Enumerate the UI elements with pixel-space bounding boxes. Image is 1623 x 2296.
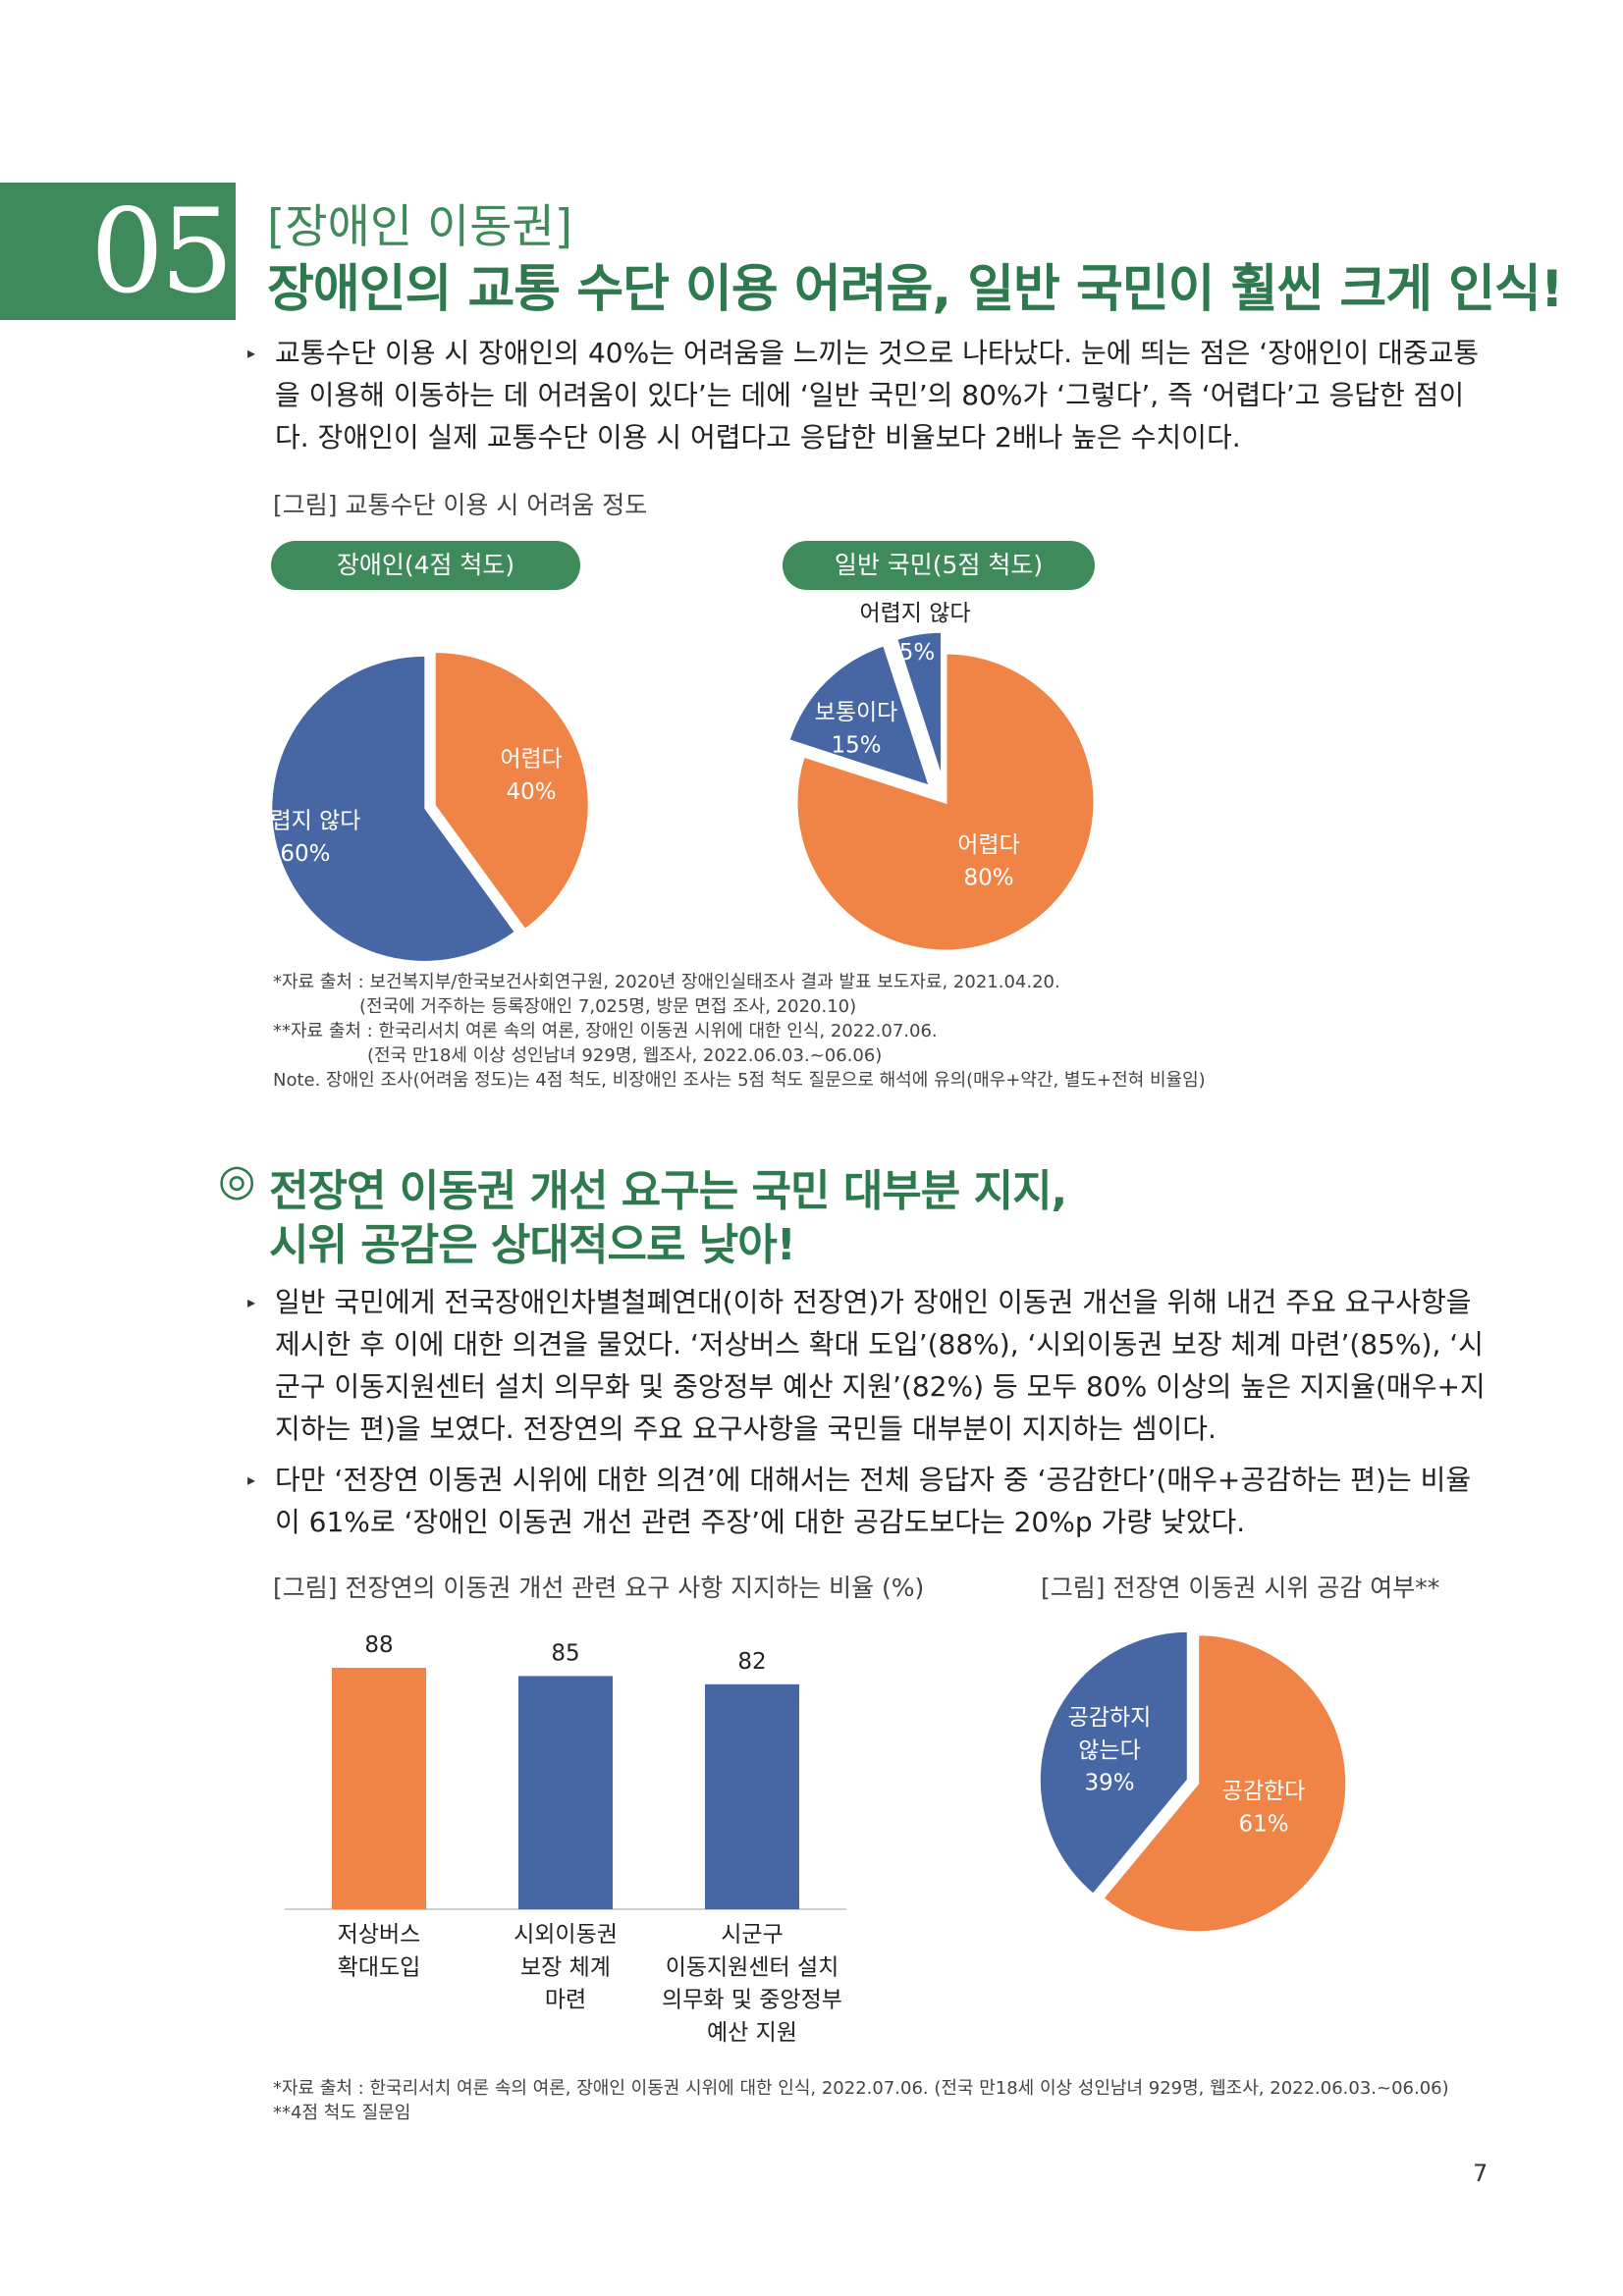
bullet-icon: ▸ bbox=[247, 344, 256, 362]
page-number: 7 bbox=[1473, 2160, 1488, 2187]
source-note-5: Note. 장애인 조사(어려움 정도)는 4점 척도, 비장애인 조사는 5점… bbox=[273, 1070, 1206, 1091]
pie-chart-protest-sympathy: 공감한다 61% 공감하지 않는다 39% bbox=[1037, 1629, 1349, 1935]
pie-slice-label: 어렵지 않다 bbox=[859, 601, 970, 626]
pie-slice-label: 보통이다 15% bbox=[815, 700, 898, 758]
bar-category-label: 시외이동권 보장 체계 마련 bbox=[514, 1922, 618, 2013]
source-note-1: *자료 출처 : 보건복지부/한국보건사회연구원, 2020년 장애인실태조사 … bbox=[273, 972, 1060, 992]
bar bbox=[332, 1668, 426, 1909]
source-note-6: *자료 출처 : 한국리서치 여론 속의 여론, 장애인 이동권 시위에 대한 … bbox=[273, 2078, 1449, 2099]
figure1-caption: [그림] 교통수단 이용 시 어려움 정도 bbox=[273, 491, 648, 519]
bullet-icon: ▸ bbox=[247, 1470, 256, 1489]
source-note-3: **자료 출처 : 한국리서치 여론 속의 여론, 장애인 이동권 시위에 대한… bbox=[273, 1021, 938, 1041]
source-note-2: (전국에 거주하는 등록장애인 7,025명, 방문 면접 조사, 2020.1… bbox=[359, 996, 857, 1017]
pie-slice bbox=[1100, 1632, 1349, 1935]
pie-slice-label: 5% bbox=[899, 640, 936, 666]
pill-disabled-scale: 장애인(4점 척도) bbox=[271, 541, 580, 590]
pie-chart-general: 어렵다 80% 보통이다 15% 어렵지 않다 5% bbox=[785, 601, 1097, 953]
figure2-caption-right: [그림] 전장연 이동권 시위 공감 여부** bbox=[1041, 1574, 1440, 1602]
section2-mark: ◎ bbox=[218, 1155, 255, 1205]
pie-slice-label: 어렵지 않다 60% bbox=[249, 809, 360, 867]
paragraph-demands-text: 일반 국민에게 전국장애인차별철폐연대(이하 전장연)가 장애인 이동권 개선을… bbox=[275, 1286, 1486, 1445]
paragraph-protest: ▸ 다만 ‘전장연 이동권 시위에 대한 의견’에 대해서는 전체 응답자 중 … bbox=[247, 1459, 1488, 1543]
paragraph-protest-text: 다만 ‘전장연 이동권 시위에 대한 의견’에 대해서는 전체 응답자 중 ‘공… bbox=[275, 1464, 1472, 1538]
pie-slice bbox=[272, 656, 514, 961]
pill-general-scale: 일반 국민(5점 척도) bbox=[783, 541, 1095, 590]
pie-slice-label: 공감하지 않는다 39% bbox=[1068, 1705, 1152, 1796]
bar-value-label: 82 bbox=[737, 1649, 766, 1675]
bar-value-label: 85 bbox=[551, 1640, 579, 1666]
pie-slice bbox=[794, 651, 1097, 953]
section2-title-line1: 전장연 이동권 개선 요구는 국민 대부분 지지, bbox=[269, 1166, 1067, 1216]
pie-chart-disabled: 어렵다 40% 어렵지 않다 60% bbox=[249, 653, 588, 961]
section2-title-line2: 시위 공감은 상대적으로 낮아! bbox=[269, 1220, 796, 1270]
figure2-caption-left: [그림] 전장연의 이동권 개선 관련 요구 사항 지지하는 비율 (%) bbox=[273, 1574, 925, 1602]
pie-slice-label: 어렵다 80% bbox=[957, 832, 1019, 890]
paragraph-intro-text: 교통수단 이용 시 장애인의 40%는 어려움을 느끼는 것으로 나타났다. 눈… bbox=[275, 337, 1480, 454]
section-title: 장애인의 교통 수단 이용 어려움, 일반 국민이 훨씬 크게 인식! bbox=[267, 260, 1564, 319]
pie-slice-label: 어렵다 40% bbox=[500, 746, 562, 804]
bar-category-label: 시군구 이동지원센터 설치 의무화 및 중앙정부 예산 지원 bbox=[662, 1922, 842, 2046]
bar bbox=[518, 1676, 613, 1909]
paragraph-demands: ▸ 일반 국민에게 전국장애인차별철폐연대(이하 전장연)가 장애인 이동권 개… bbox=[247, 1281, 1488, 1450]
bar bbox=[705, 1683, 799, 1909]
bar-chart-demands: 88 저상버스 확대도입 85 시외이동권 보장 체계 마련 82 시군구 이동지원센터 설치 의무… bbox=[285, 1632, 846, 2046]
bar-category-label: 저상버스 확대도입 bbox=[338, 1922, 421, 1980]
section-number: 05 bbox=[90, 184, 234, 319]
bullet-icon: ▸ bbox=[247, 1293, 256, 1311]
pie-slice-label: 공감한다 61% bbox=[1222, 1779, 1306, 1837]
source-note-7: **4점 척도 질문임 bbox=[273, 2103, 411, 2123]
section-number-box: 05 bbox=[0, 183, 236, 320]
pie-slice bbox=[893, 629, 945, 781]
source-note-4: (전국 만18세 이상 성인남녀 929명, 웹조사, 2022.06.03.~… bbox=[367, 1045, 883, 1066]
paragraph-intro: ▸ 교통수단 이용 시 장애인의 40%는 어려움을 느끼는 것으로 나타났다.… bbox=[247, 332, 1488, 458]
pie-slice bbox=[785, 642, 933, 789]
pie-slice bbox=[435, 653, 588, 929]
bar-value-label: 88 bbox=[364, 1632, 393, 1658]
section-subtitle: [장애인 이동권] bbox=[267, 200, 573, 254]
pie-slice bbox=[1037, 1629, 1190, 1897]
